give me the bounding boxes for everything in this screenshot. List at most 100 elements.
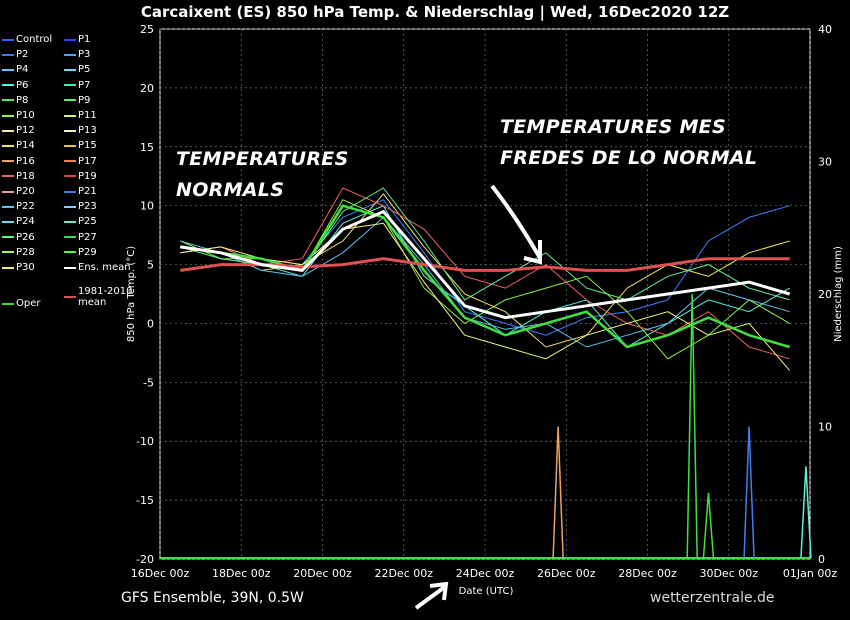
legend-item: P30: [2, 262, 35, 273]
legend-swatch: [2, 190, 14, 193]
legend-swatch: [2, 129, 14, 132]
legend-swatch: [64, 38, 76, 41]
legend-item: P6: [2, 80, 28, 91]
x-tick-label: 28Dec 00z: [618, 567, 677, 580]
legend-label: P30: [16, 262, 35, 273]
legend-item: P11: [64, 110, 97, 121]
y-tick-label-left: -20: [136, 553, 154, 566]
legend-label: Oper: [16, 298, 41, 309]
legend-item: P17: [64, 156, 97, 167]
ensemble-member-line: [180, 216, 790, 348]
legend-swatch: [2, 84, 14, 87]
legend-item: Control: [2, 34, 52, 45]
legend-label: P29: [78, 246, 97, 258]
legend-swatch: [2, 236, 14, 239]
x-tick-label: 30Dec 00z: [699, 567, 758, 580]
chart-title: Carcaixent (ES) 850 hPa Temp. & Niedersc…: [141, 3, 729, 22]
annotation-normal-line1: TEMPERATURES: [176, 148, 349, 170]
legend-label: P1: [78, 34, 91, 45]
legend-label: 1981-2010 mean: [78, 286, 133, 308]
legend-label: P22: [16, 201, 35, 213]
watermark: wetterzentrale.de: [650, 590, 775, 606]
y-tick-label-right: 0: [818, 553, 825, 566]
x-tick-label: 18Dec 00z: [212, 567, 271, 580]
legend-label: P2: [16, 49, 29, 61]
legend-item: P20: [2, 186, 35, 197]
x-axis-label: Date (UTC): [459, 586, 514, 597]
legend-label: P15: [78, 140, 97, 152]
legend-label: P13: [78, 125, 97, 137]
legend-label: P10: [16, 110, 35, 121]
legend-label: P3: [78, 49, 91, 61]
x-tick-label: 16Dec 00z: [131, 567, 190, 580]
y-tick-label-right: 10: [818, 421, 832, 434]
legend-label: P16: [16, 155, 35, 167]
legend-item: P27: [64, 232, 97, 243]
y-tick-label-left: -10: [136, 435, 154, 448]
legend-item: P28: [2, 247, 35, 258]
y-tick-label-left: 0: [147, 317, 154, 330]
annotation-cold-line2: FREDES DE LO NORMAL: [500, 147, 758, 169]
legend-swatch: [64, 236, 76, 239]
legend-swatch: [2, 53, 14, 56]
legend-label: P5: [78, 64, 91, 76]
legend-label: Control: [16, 34, 53, 45]
legend-item: P13: [64, 125, 97, 136]
legend-swatch: [64, 144, 76, 147]
y-tick-label-left: -5: [143, 376, 154, 389]
legend-label: P27: [78, 231, 97, 243]
legend-swatch: [2, 302, 14, 305]
legend-label: P12: [16, 125, 35, 137]
legend-item: P25: [64, 216, 97, 227]
legend-label: P14: [16, 140, 35, 152]
legend-label: P9: [78, 94, 91, 106]
legend-swatch: [64, 99, 76, 102]
y-tick-label-right: 30: [818, 156, 832, 169]
y-tick-label-left: 5: [147, 259, 154, 272]
legend-label: P8: [16, 94, 29, 106]
legend-swatch: [2, 114, 14, 117]
legend-swatch: [64, 114, 76, 117]
y-tick-label-left: 15: [140, 141, 154, 154]
legend-item: P1: [64, 34, 90, 45]
annotation-cold: TEMPERATURES MES FREDES DE LO NORMAL: [500, 112, 757, 174]
annotation-normal-line2: NORMALS: [176, 179, 285, 201]
legend-item: P2: [2, 49, 28, 60]
legend-swatch: [64, 205, 76, 208]
arrow-date-head: [429, 581, 449, 601]
legend-swatch: [64, 84, 76, 87]
y-tick-label-left: 10: [140, 200, 154, 213]
legend-swatch: [64, 53, 76, 56]
legend-item: P16: [2, 156, 35, 167]
legend-label: P7: [78, 79, 91, 91]
legend-swatch: [64, 68, 76, 71]
annotation-cold-line1: TEMPERATURES MES: [500, 116, 726, 138]
legend-item: P12: [2, 125, 35, 136]
legend-label: Ens. mean: [78, 262, 131, 273]
legend-item: P3: [64, 49, 90, 60]
x-tick-label: 24Dec 00z: [456, 567, 515, 580]
legend-swatch: [2, 205, 14, 208]
legend-label: P6: [16, 79, 29, 91]
precip-spike: [743, 426, 755, 559]
y-tick-label-left: -15: [136, 494, 154, 507]
legend-label: P18: [16, 170, 35, 182]
legend-swatch: [64, 296, 76, 298]
legend-item: P18: [2, 171, 35, 182]
legend-label: P23: [78, 201, 97, 213]
legend-label: P11: [78, 110, 97, 121]
y-tick-label-right: 40: [818, 23, 832, 36]
precip-spike: [702, 492, 715, 559]
legend-item: Ens. mean: [64, 262, 131, 273]
ensemble-member-line: [180, 205, 790, 348]
x-tick-label: 26Dec 00z: [537, 567, 596, 580]
legend-label: P17: [78, 155, 97, 167]
legend-label: P24: [16, 216, 35, 228]
legend-label: P21: [78, 186, 97, 197]
ensemble-mean-line: [180, 209, 791, 320]
legend-item: P14: [2, 140, 35, 151]
legend-item: P7: [64, 80, 90, 91]
legend-item: P23: [64, 201, 97, 212]
legend-swatch: [64, 220, 76, 223]
model-footer: GFS Ensemble, 39N, 0.5W: [121, 590, 304, 606]
